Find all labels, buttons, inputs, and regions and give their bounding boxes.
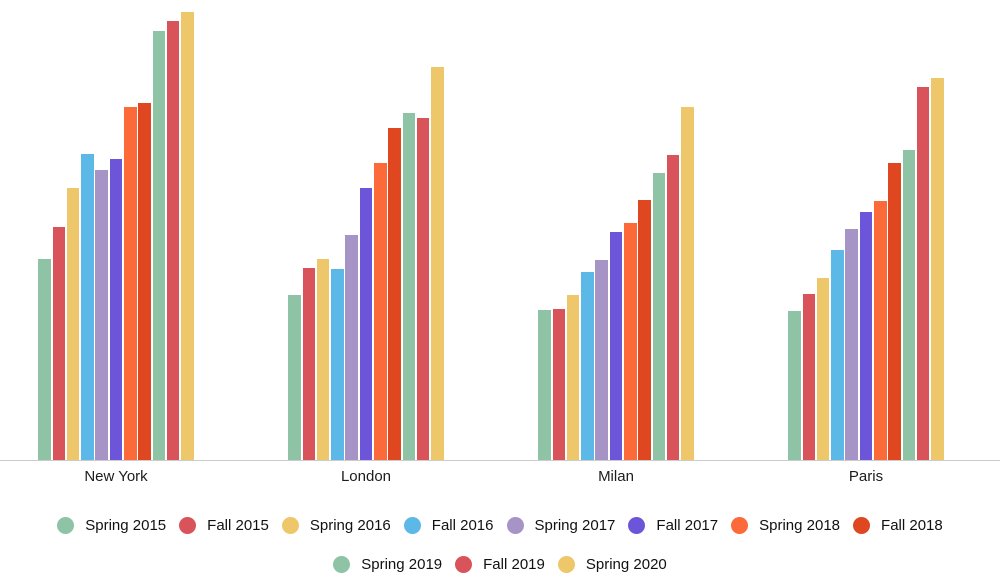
bar-fall-2015-milan[interactable] xyxy=(552,309,566,460)
bar-fall-2019-milan[interactable] xyxy=(666,155,680,460)
legend-item-spring-2016[interactable]: Spring 2016 xyxy=(281,517,391,534)
legend-swatch-icon xyxy=(731,517,749,534)
bar-fall-2015-new-york[interactable] xyxy=(52,227,66,460)
bar-group-milan xyxy=(491,0,741,460)
legend-row-2: Spring 2019 Fall 2019 Spring 2020 xyxy=(333,556,667,573)
bar-spring-2017-paris[interactable] xyxy=(845,229,858,460)
legend-item-fall-2015[interactable]: Fall 2015 xyxy=(179,517,269,534)
bar-spring-2018-milan[interactable] xyxy=(624,223,637,460)
legend-swatch-icon xyxy=(179,517,197,534)
bar-fall-2019-london[interactable] xyxy=(416,118,430,460)
bar-spring-2015-paris[interactable] xyxy=(788,311,801,460)
bar-spring-2019-milan[interactable] xyxy=(652,173,666,460)
legend-swatch-icon xyxy=(853,517,871,534)
bar-fall-2017-london[interactable] xyxy=(359,188,373,460)
bar-spring-2019-paris[interactable] xyxy=(902,150,916,460)
plot-area xyxy=(0,0,991,460)
legend-label: Fall 2018 xyxy=(881,517,943,534)
x-axis-labels: New York London Milan Paris xyxy=(0,461,1000,488)
bar-spring-2015-milan[interactable] xyxy=(538,310,551,460)
bar-spring-2016-london[interactable] xyxy=(316,259,330,460)
legend-item-fall-2019[interactable]: Fall 2019 xyxy=(455,556,545,573)
legend-label: Spring 2018 xyxy=(759,517,841,534)
bar-fall-2018-new-york[interactable] xyxy=(138,103,151,460)
bar-spring-2016-milan[interactable] xyxy=(566,295,580,460)
legend: Spring 2015 Fall 2015 Spring 2016 Fall 2… xyxy=(0,517,1000,573)
legend-item-spring-2020[interactable]: Spring 2020 xyxy=(557,556,667,573)
legend-label: Spring 2017 xyxy=(534,517,616,534)
bar-fall-2016-new-york[interactable] xyxy=(81,154,94,460)
bar-fall-2016-milan[interactable] xyxy=(581,272,594,460)
legend-swatch-icon xyxy=(333,556,351,573)
x-axis-line xyxy=(0,460,1000,461)
category-label-new-york: New York xyxy=(84,468,148,485)
category-label-london: London xyxy=(340,468,392,485)
bar-fall-2017-milan[interactable] xyxy=(609,232,623,460)
bar-fall-2018-paris[interactable] xyxy=(888,163,901,460)
bar-spring-2019-london[interactable] xyxy=(402,113,416,460)
bar-fall-2015-paris[interactable] xyxy=(802,294,816,460)
legend-label: Fall 2017 xyxy=(656,517,719,534)
bar-fall-2017-new-york[interactable] xyxy=(109,159,123,460)
bar-spring-2020-london[interactable] xyxy=(431,67,444,460)
bar-spring-2018-new-york[interactable] xyxy=(124,107,137,460)
category-label-milan: Milan xyxy=(598,468,634,485)
legend-swatch-icon xyxy=(455,556,473,573)
bar-fall-2016-london[interactable] xyxy=(331,269,344,460)
legend-label: Spring 2020 xyxy=(585,556,667,573)
bar-spring-2017-london[interactable] xyxy=(345,235,358,460)
legend-item-spring-2017[interactable]: Spring 2017 xyxy=(506,517,616,534)
bar-spring-2016-new-york[interactable] xyxy=(66,188,80,460)
legend-label: Fall 2016 xyxy=(431,517,494,534)
bar-fall-2016-paris[interactable] xyxy=(831,250,844,460)
bar-fall-2018-london[interactable] xyxy=(388,128,401,460)
bar-spring-2017-milan[interactable] xyxy=(595,260,608,460)
bar-spring-2017-new-york[interactable] xyxy=(95,170,108,460)
bar-spring-2018-paris[interactable] xyxy=(874,201,887,460)
legend-row-1: Spring 2015 Fall 2015 Spring 2016 Fall 2… xyxy=(57,517,943,534)
bar-fall-2017-paris[interactable] xyxy=(859,212,873,460)
bar-spring-2019-new-york[interactable] xyxy=(152,31,166,460)
bar-fall-2019-new-york[interactable] xyxy=(166,21,180,460)
legend-label: Fall 2019 xyxy=(483,556,545,573)
bar-group-paris xyxy=(741,0,991,460)
legend-label: Spring 2016 xyxy=(309,517,391,534)
bar-fall-2015-london[interactable] xyxy=(302,268,316,460)
bar-spring-2020-new-york[interactable] xyxy=(181,12,194,460)
legend-swatch-icon xyxy=(506,517,524,534)
legend-item-fall-2018[interactable]: Fall 2018 xyxy=(853,517,943,534)
legend-swatch-icon xyxy=(57,517,75,534)
bar-spring-2020-paris[interactable] xyxy=(931,78,944,460)
legend-swatch-icon xyxy=(281,517,299,534)
legend-item-spring-2015[interactable]: Spring 2015 xyxy=(57,517,166,534)
legend-swatch-icon xyxy=(557,556,575,573)
legend-item-fall-2017[interactable]: Fall 2017 xyxy=(628,517,718,534)
bar-spring-2016-paris[interactable] xyxy=(816,278,830,460)
bar-spring-2015-london[interactable] xyxy=(288,295,301,460)
legend-label: Fall 2015 xyxy=(207,517,269,534)
bar-group-new-york xyxy=(0,0,241,460)
bar-spring-2015-new-york[interactable] xyxy=(38,259,51,460)
legend-item-fall-2016[interactable]: Fall 2016 xyxy=(403,517,494,534)
legend-swatch-icon xyxy=(628,517,646,534)
bar-fall-2018-milan[interactable] xyxy=(638,200,651,460)
legend-item-spring-2018[interactable]: Spring 2018 xyxy=(731,517,840,534)
legend-label: Spring 2019 xyxy=(361,556,443,573)
bar-spring-2018-london[interactable] xyxy=(374,163,387,460)
legend-swatch-icon xyxy=(403,517,421,534)
category-label-paris: Paris xyxy=(848,468,884,485)
bar-spring-2020-milan[interactable] xyxy=(681,107,694,460)
legend-item-spring-2019[interactable]: Spring 2019 xyxy=(333,556,442,573)
bar-fall-2019-paris[interactable] xyxy=(916,87,930,460)
legend-label: Spring 2015 xyxy=(85,517,167,534)
bar-group-london xyxy=(241,0,491,460)
